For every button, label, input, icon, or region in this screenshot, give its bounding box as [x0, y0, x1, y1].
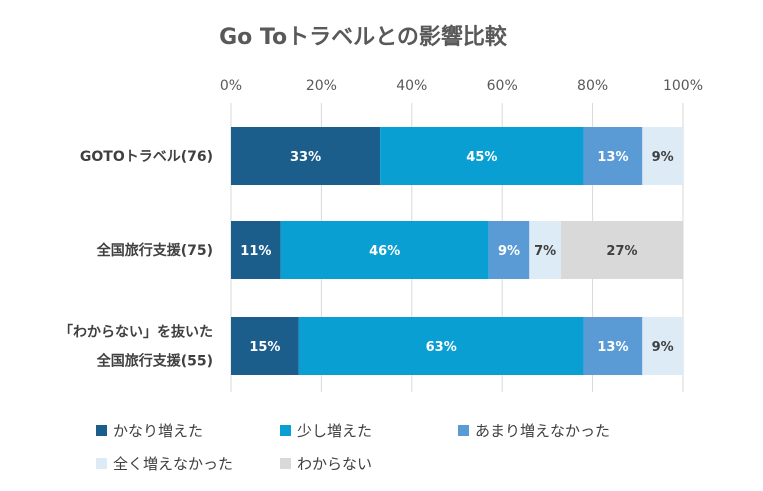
legend-swatch — [280, 458, 291, 469]
data-label: 27% — [606, 244, 637, 259]
legend-label: わからない — [297, 455, 372, 473]
category-label: 全国旅行支援(75) — [96, 242, 213, 259]
x-tick-label: 60% — [487, 78, 518, 94]
bar-segment — [583, 317, 643, 375]
bar-segment — [642, 127, 683, 185]
x-tick-label: 100% — [663, 78, 703, 94]
legend-swatch — [96, 458, 107, 469]
data-label: 13% — [597, 150, 628, 165]
data-label: 15% — [249, 340, 280, 355]
bar-segment — [488, 221, 530, 279]
bar-segment — [231, 317, 299, 375]
legend-label: 少し増えた — [297, 422, 372, 440]
chart-title: Go Toトラベルとの影響比較 — [219, 24, 508, 50]
x-tick-label: 40% — [396, 78, 427, 94]
x-tick-label: 0% — [220, 78, 242, 94]
bars: 33% 45% 13% 9% 11% 46% 9% 7% 27% 15% 63% 13% 9% — [231, 127, 683, 375]
bar-segment — [583, 127, 643, 185]
bar-segment — [642, 317, 683, 375]
legend-label: かなり増えた — [113, 422, 203, 440]
data-label: 33% — [290, 150, 321, 165]
bar-segment — [529, 221, 561, 279]
data-label: 13% — [597, 340, 628, 355]
x-tick-label: 20% — [306, 78, 337, 94]
data-label: 45% — [466, 150, 497, 165]
data-label: 9% — [652, 340, 674, 355]
bar-segment — [280, 221, 489, 279]
data-label: 9% — [498, 244, 520, 259]
legend-swatch — [280, 425, 291, 436]
data-label: 11% — [240, 244, 271, 259]
bar-segment — [560, 221, 683, 279]
legend-swatch — [458, 425, 469, 436]
data-label: 9% — [652, 150, 674, 165]
category-label: GOTOトラベル(76) — [80, 149, 213, 165]
bar-segment — [231, 127, 381, 185]
data-label: 63% — [426, 340, 457, 355]
legend-swatch — [96, 425, 107, 436]
x-tick-label: 80% — [577, 78, 608, 94]
category-label: 「わからない」を抜いた — [59, 324, 213, 341]
x-axis-ticks: 0% 20% 40% 60% 80% 100% — [220, 78, 703, 94]
legend-label: あまり増えなかった — [475, 422, 610, 440]
category-labels: GOTOトラベル(76) 全国旅行支援(75) 「わからない」を抜いた全国旅行支援(… — [59, 149, 213, 370]
data-label: 7% — [534, 244, 556, 259]
bar-segment — [380, 127, 584, 185]
bar-segment — [231, 221, 281, 279]
bar-segment — [298, 317, 584, 375]
category-label: 全国旅行支援(55) — [96, 353, 213, 370]
data-label: 46% — [369, 244, 400, 259]
legend-label: 全く増えなかった — [113, 455, 233, 473]
